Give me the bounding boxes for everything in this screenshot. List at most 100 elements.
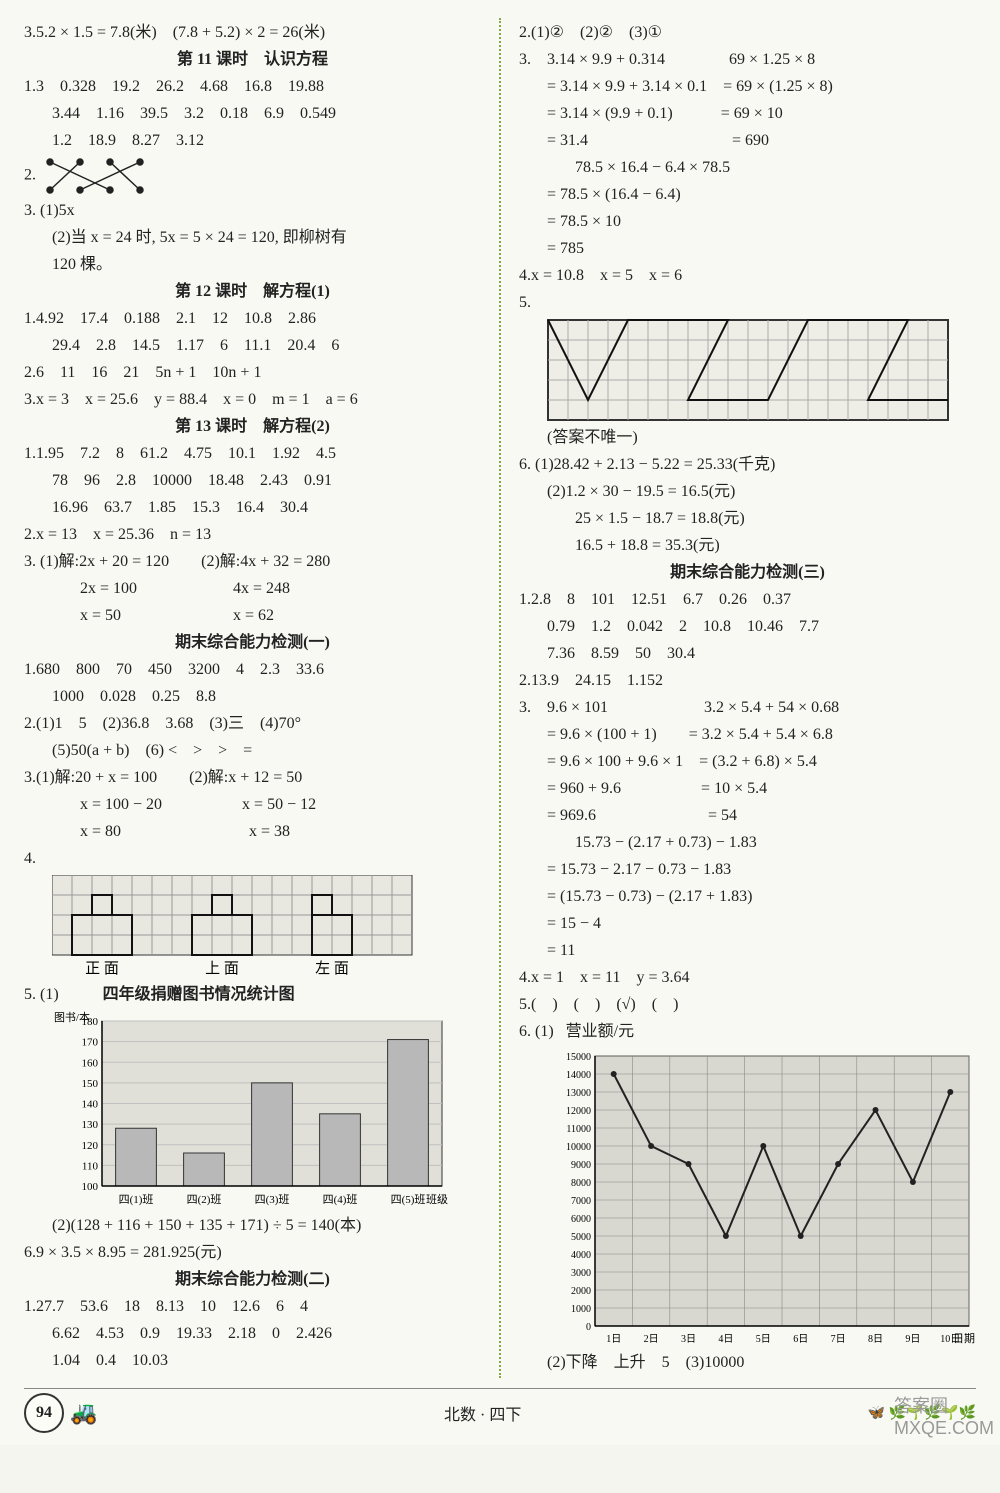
text: 1.1.95 7.2 8 61.2 4.75 10.1 1.92 4.5 bbox=[24, 442, 481, 466]
svg-text:9000: 9000 bbox=[571, 1160, 591, 1171]
svg-text:8000: 8000 bbox=[571, 1178, 591, 1189]
text: 3. 9.6 × 101 3.2 × 5.4 + 54 × 0.68 bbox=[519, 696, 976, 720]
text: 16.5 + 18.8 = 35.3(元) bbox=[519, 534, 976, 558]
svg-text:13000: 13000 bbox=[566, 1088, 591, 1099]
svg-text:日期: 日期 bbox=[953, 1332, 975, 1345]
svg-text:9日: 9日 bbox=[905, 1334, 920, 1345]
heading-lesson-11: 第 11 课时 认识方程 bbox=[24, 48, 481, 72]
heading-test-2: 期末综合能力检测(二) bbox=[24, 1268, 481, 1292]
item-5: 5. (1) 四年级捐赠图书情况统计图 bbox=[24, 983, 481, 1007]
watermark-line: MXQE.COM bbox=[894, 1418, 994, 1439]
views-grid: 正 面 上 面 左 面 bbox=[52, 875, 432, 980]
text: = 15 − 4 bbox=[519, 912, 976, 936]
item-6: 6. (1) 营业额/元 bbox=[519, 1020, 976, 1044]
text: (2)下降 上升 5 (3)10000 bbox=[519, 1351, 976, 1375]
view-label: 正 面 bbox=[85, 961, 119, 977]
text: = 9.6 × (100 + 1) = 3.2 × 5.4 + 5.4 × 6.… bbox=[519, 723, 976, 747]
text: 6.9 × 3.5 × 8.95 = 281.925(元) bbox=[24, 1241, 481, 1265]
text: 1.3 0.328 19.2 26.2 4.68 16.8 19.88 bbox=[24, 75, 481, 99]
text: 4.x = 10.8 x = 5 x = 6 bbox=[519, 264, 976, 288]
text: 1.2 18.9 8.27 3.12 bbox=[24, 129, 481, 153]
text: 3. (1)解:2x + 20 = 120 (2)解:4x + 32 = 280 bbox=[24, 550, 481, 574]
svg-text:120: 120 bbox=[82, 1140, 99, 1152]
text: 7.36 8.59 50 30.4 bbox=[519, 642, 976, 666]
text: 3.x = 3 x = 25.6 y = 88.4 x = 0 m = 1 a … bbox=[24, 388, 481, 412]
svg-text:170: 170 bbox=[82, 1037, 99, 1049]
label-5: 5. bbox=[519, 291, 976, 315]
text: 4.x = 1 x = 11 y = 3.64 bbox=[519, 966, 976, 990]
text: = (15.73 − 0.73) − (2.17 + 1.83) bbox=[519, 885, 976, 909]
svg-text:1000: 1000 bbox=[571, 1304, 591, 1315]
text: 15.73 − (2.17 + 0.73) − 1.83 bbox=[519, 831, 976, 855]
page-footer: 94 🚜 北数 · 四下 🦋 🌿🌱🌿🌱🌿 bbox=[24, 1388, 976, 1433]
text: = 9.6 × 100 + 9.6 × 1 = (3.2 + 6.8) × 5.… bbox=[519, 750, 976, 774]
text: = 31.4 = 690 bbox=[519, 129, 976, 153]
text: = 3.14 × 9.9 + 3.14 × 0.1 = 69 × (1.25 ×… bbox=[519, 75, 976, 99]
text: = 11 bbox=[519, 939, 976, 963]
column-divider bbox=[499, 18, 501, 1378]
text: (2)1.2 × 30 − 19.5 = 16.5(元) bbox=[519, 480, 976, 504]
svg-text:5日: 5日 bbox=[756, 1334, 771, 1345]
text: 3.(1)解:20 + x = 100 (2)解:x + 12 = 50 bbox=[24, 766, 481, 790]
text: 5.( ) ( ) (√) ( ) bbox=[519, 993, 976, 1017]
text: (2)(128 + 116 + 150 + 135 + 171) ÷ 5 = 1… bbox=[24, 1214, 481, 1238]
text: 25 × 1.5 − 18.7 = 18.8(元) bbox=[519, 507, 976, 531]
text: (2)当 x = 24 时, 5x = 5 × 24 = 120, 即柳树有 bbox=[24, 226, 481, 250]
svg-text:8日: 8日 bbox=[868, 1334, 883, 1345]
heading-test-1: 期末综合能力检测(一) bbox=[24, 631, 481, 655]
label: 5. (1) bbox=[24, 986, 59, 1003]
heading-lesson-12: 第 12 课时 解方程(1) bbox=[24, 280, 481, 304]
svg-text:4000: 4000 bbox=[571, 1250, 591, 1261]
text: 1.680 800 70 450 3200 4 2.3 33.6 bbox=[24, 658, 481, 682]
text: 1.4.92 17.4 0.188 2.1 12 10.8 2.86 bbox=[24, 307, 481, 331]
text: 0.79 1.2 0.042 2 10.8 10.46 7.7 bbox=[519, 615, 976, 639]
text: 2.(1)1 5 (2)36.8 3.68 (3)三 (4)70° bbox=[24, 712, 481, 736]
heading-lesson-13: 第 13 课时 解方程(2) bbox=[24, 415, 481, 439]
svg-text:150: 150 bbox=[82, 1078, 99, 1090]
svg-text:11000: 11000 bbox=[566, 1124, 591, 1135]
pattern-grid bbox=[547, 319, 951, 423]
text: x = 80 x = 38 bbox=[24, 820, 481, 844]
svg-text:7日: 7日 bbox=[831, 1334, 846, 1345]
svg-text:四(3)班: 四(3)班 bbox=[255, 1193, 290, 1206]
text: 3.44 1.16 39.5 3.2 0.18 6.9 0.549 bbox=[24, 102, 481, 126]
svg-text:4日: 4日 bbox=[718, 1334, 733, 1345]
text: = 15.73 − 2.17 − 0.73 − 1.83 bbox=[519, 858, 976, 882]
truck-icon: 🚜 bbox=[70, 1400, 97, 1426]
svg-text:15000: 15000 bbox=[566, 1052, 591, 1063]
item-2: 2. bbox=[24, 156, 481, 196]
svg-text:0: 0 bbox=[586, 1322, 591, 1333]
view-label: 左 面 bbox=[315, 960, 349, 977]
svg-text:3000: 3000 bbox=[571, 1268, 591, 1279]
chart-ylabel: 营业额/元 bbox=[566, 1023, 634, 1040]
label: 2. bbox=[24, 167, 36, 184]
svg-text:四(5)班: 四(5)班 bbox=[391, 1193, 426, 1206]
crossing-diagram bbox=[40, 156, 150, 196]
text: = 3.14 × (9.9 + 0.1) = 69 × 10 bbox=[519, 102, 976, 126]
text: = 78.5 × 10 bbox=[519, 210, 976, 234]
text: 1.04 0.4 10.03 bbox=[24, 1349, 481, 1373]
footer-text: 北数 · 四下 bbox=[97, 1401, 868, 1425]
text: x = 100 − 20 x = 50 − 12 bbox=[24, 793, 481, 817]
svg-text:100: 100 bbox=[82, 1181, 99, 1193]
text: (答案不唯一) bbox=[519, 426, 976, 450]
svg-text:1日: 1日 bbox=[606, 1334, 621, 1345]
text: 1.2.8 8 101 12.51 6.7 0.26 0.37 bbox=[519, 588, 976, 612]
svg-text:6日: 6日 bbox=[793, 1334, 808, 1345]
line-chart: 0100020003000400050006000700080009000100… bbox=[547, 1048, 977, 1348]
svg-text:12000: 12000 bbox=[566, 1106, 591, 1117]
svg-text:四(4)班: 四(4)班 bbox=[323, 1193, 358, 1206]
svg-text:5000: 5000 bbox=[571, 1232, 591, 1243]
text: 120 棵。 bbox=[24, 253, 481, 277]
text: 3.5.2 × 1.5 = 7.8(米) (7.8 + 5.2) × 2 = 2… bbox=[24, 21, 481, 45]
svg-text:四(2)班: 四(2)班 bbox=[187, 1193, 222, 1206]
text: x = 50 x = 62 bbox=[24, 604, 481, 628]
svg-text:3日: 3日 bbox=[681, 1334, 696, 1345]
svg-text:班级: 班级 bbox=[426, 1193, 448, 1206]
text: = 785 bbox=[519, 237, 976, 261]
svg-text:14000: 14000 bbox=[566, 1070, 591, 1081]
text: (5)50(a + b) (6) < > > = bbox=[24, 739, 481, 763]
svg-text:图书/本: 图书/本 bbox=[54, 1011, 90, 1024]
text: 2.13.9 24.15 1.152 bbox=[519, 669, 976, 693]
watermark: 答案圈 MXQE.COM bbox=[894, 1392, 994, 1439]
